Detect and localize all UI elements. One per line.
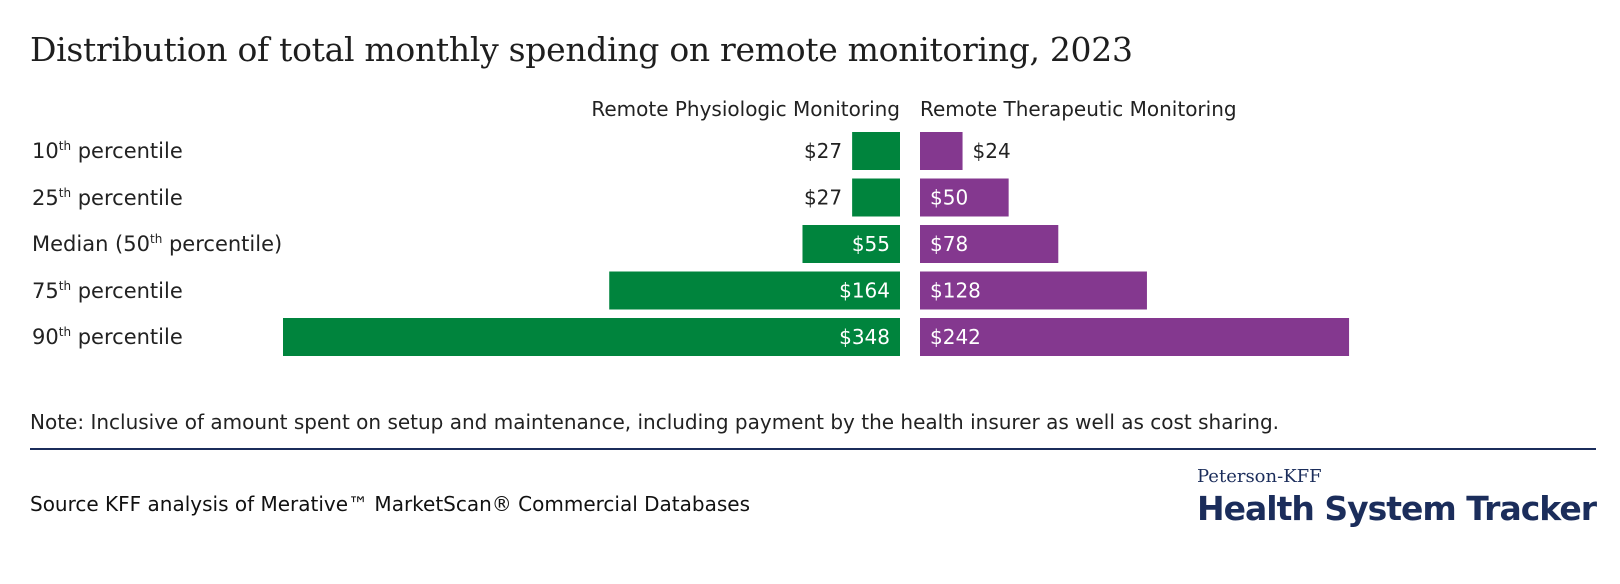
data-label-physiologic-4: $348 [839, 325, 890, 349]
data-label-physiologic-1: $27 [804, 186, 842, 210]
chart-title: Distribution of total monthly spending o… [30, 30, 1133, 69]
series-header-physiologic: Remote Physiologic Monitoring [591, 97, 900, 121]
data-label-therapeutic-0: $24 [973, 139, 1011, 163]
category-label-sup: th [58, 278, 72, 293]
logo-main-text: Health System Tracker [1197, 489, 1597, 528]
category-label-text: percentile) [162, 232, 283, 256]
bar-therapeutic-4 [920, 318, 1350, 356]
data-label-therapeutic-4: $242 [930, 325, 981, 349]
category-label-text: 10 [32, 139, 59, 163]
category-label: 75th percentile [32, 279, 183, 303]
category-label: Median (50th percentile) [32, 232, 282, 256]
bar-therapeutic-3 [920, 271, 1147, 310]
category-label: 25th percentile [32, 186, 183, 210]
category-label-text: percentile [71, 185, 183, 210]
bar-physiologic-1 [852, 178, 900, 217]
category-label-sup: th [58, 325, 72, 339]
tracker-logo: Peterson-KFF Health System Tracker [1197, 466, 1597, 528]
source-text: Source KFF analysis of Merative™ MarketS… [30, 492, 750, 516]
category-label-text: percentile [71, 325, 183, 349]
category-label-sup: th [58, 139, 72, 153]
category-label-text: Median (50 [32, 232, 150, 256]
bar-chart: Remote Physiologic Monitoring Remote Ther… [283, 97, 1350, 356]
data-label-therapeutic-3: $128 [930, 279, 981, 303]
data-label-physiologic-2: $55 [852, 232, 890, 256]
bar-physiologic-4 [283, 318, 900, 356]
bar-physiologic-0 [852, 132, 900, 170]
divider-rule [30, 448, 1596, 450]
category-label-sup: th [58, 185, 72, 200]
chart-note: Note: Inclusive of amount spent on setup… [30, 410, 1279, 434]
category-label-text: 25 [32, 185, 59, 210]
data-label-physiologic-3: $164 [839, 279, 890, 303]
category-label: 90th percentile [32, 325, 183, 349]
data-label-therapeutic-2: $78 [930, 232, 968, 256]
category-label-text: 75 [32, 278, 59, 303]
bar-therapeutic-0 [920, 132, 963, 170]
data-label-physiologic-0: $27 [804, 139, 842, 163]
bar-therapeutic-1 [920, 178, 1009, 217]
data-label-therapeutic-1: $50 [930, 186, 968, 210]
category-label-text: 90 [32, 325, 59, 349]
logo-top-text: Peterson-KFF [1197, 466, 1322, 487]
category-label-text: percentile [71, 139, 183, 163]
bar-therapeutic-2 [920, 225, 1059, 263]
bar-physiologic-2 [802, 225, 900, 263]
bar-physiologic-3 [609, 271, 900, 310]
category-label-sup: th [149, 232, 163, 246]
series-header-therapeutic: Remote Therapeutic Monitoring [920, 97, 1237, 121]
category-label: 10th percentile [32, 139, 183, 163]
category-label-text: percentile [71, 278, 183, 303]
